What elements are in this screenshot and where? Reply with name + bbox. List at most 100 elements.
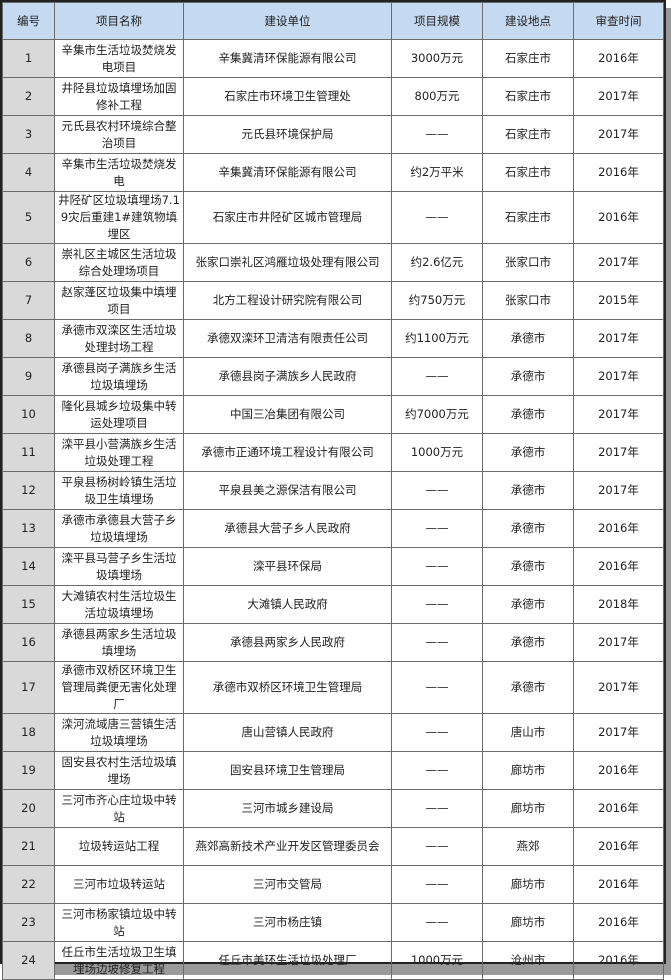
cell-builder: 元氏县环境保护局 — [183, 115, 392, 154]
cell-scale: —— — [391, 903, 483, 942]
cell-index: 16 — [2, 623, 55, 662]
cell-project-name: 承德市承德县大营子乡垃圾填埋场 — [54, 509, 184, 548]
table-header-row: 编号 项目名称 建设单位 项目规模 建设地点 审查时间 — [2, 2, 664, 40]
cell-builder: 燕郊高新技术产业开发区管理委员会 — [183, 827, 392, 866]
cell-scale: —— — [391, 509, 483, 548]
table-row: 3 元氏县农村环境综合整治项目 元氏县环境保护局 —— 石家庄市 2017年 — [2, 115, 664, 154]
cell-review-time: 2017年 — [573, 319, 664, 358]
cell-scale: 约750万元 — [391, 281, 483, 320]
cell-project-name: 井陉矿区垃圾填埋场7.19灾后重建1#建筑物填埋区 — [54, 191, 184, 244]
cell-review-time: 2016年 — [573, 941, 664, 980]
cell-review-time: 2017年 — [573, 77, 664, 116]
cell-index: 11 — [2, 433, 55, 472]
cell-index: 8 — [2, 319, 55, 358]
cell-index: 7 — [2, 281, 55, 320]
cell-scale: —— — [391, 357, 483, 396]
cell-builder: 中国三冶集团有限公司 — [183, 395, 392, 434]
cell-index: 20 — [2, 789, 55, 828]
table-row: 6 崇礼区主城区生活垃圾综合处理场项目 张家口崇礼区鸿雁垃圾处理有限公司 约2.6亿元… — [2, 243, 664, 282]
cell-location: 承德市 — [482, 319, 574, 358]
cell-review-time: 2016年 — [573, 789, 664, 828]
cell-builder: 三河市交管局 — [183, 865, 392, 904]
cell-index: 24 — [2, 941, 55, 980]
cell-scale: 1000万元 — [391, 433, 483, 472]
cell-index: 12 — [2, 471, 55, 510]
cell-index: 22 — [2, 865, 55, 904]
cell-scale: —— — [391, 623, 483, 662]
cell-builder: 辛集冀清环保能源有限公司 — [183, 39, 392, 78]
cell-scale: —— — [391, 585, 483, 624]
cell-review-time: 2016年 — [573, 191, 664, 244]
cell-scale: 800万元 — [391, 77, 483, 116]
cell-location: 承德市 — [482, 547, 574, 586]
cell-project-name: 赵家蓬区垃圾集中填埋项目 — [54, 281, 184, 320]
cell-builder: 张家口崇礼区鸿雁垃圾处理有限公司 — [183, 243, 392, 282]
cell-scale: —— — [391, 191, 483, 244]
header-project-name: 项目名称 — [54, 2, 184, 40]
cell-review-time: 2017年 — [573, 661, 664, 714]
cell-index: 14 — [2, 547, 55, 586]
header-review-time: 审查时间 — [573, 2, 664, 40]
cell-scale: 3000万元 — [391, 39, 483, 78]
cell-project-name: 滦河流域唐三营镇生活垃圾填埋场 — [54, 713, 184, 752]
header-index: 编号 — [2, 2, 55, 40]
cell-review-time: 2017年 — [573, 713, 664, 752]
cell-builder: 北方工程设计研究院有限公司 — [183, 281, 392, 320]
header-scale: 项目规模 — [391, 2, 483, 40]
cell-builder: 石家庄市井陉矿区城市管理局 — [183, 191, 392, 244]
cell-scale: —— — [391, 547, 483, 586]
cell-builder: 平泉县美之源保洁有限公司 — [183, 471, 392, 510]
cell-project-name: 辛集市生活垃圾焚烧发电 — [54, 153, 184, 192]
table-row: 7 赵家蓬区垃圾集中填埋项目 北方工程设计研究院有限公司 约750万元 张家口市 2015… — [2, 281, 664, 320]
cell-index: 5 — [2, 191, 55, 244]
table-row: 19 固安县农村生活垃圾填埋场 固安县环境卫生管理局 —— 廊坊市 2016年 — [2, 751, 664, 790]
cell-index: 17 — [2, 661, 55, 714]
cell-review-time: 2017年 — [573, 115, 664, 154]
cell-review-time: 2017年 — [573, 623, 664, 662]
cell-builder: 大滩镇人民政府 — [183, 585, 392, 624]
cell-location: 承德市 — [482, 585, 574, 624]
cell-project-name: 崇礼区主城区生活垃圾综合处理场项目 — [54, 243, 184, 282]
cell-builder: 任丘市美环生活垃圾处理厂 — [183, 941, 392, 980]
cell-builder: 承德县两家乡人民政府 — [183, 623, 392, 662]
cell-scale: —— — [391, 661, 483, 714]
cell-index: 18 — [2, 713, 55, 752]
cell-project-name: 垃圾转运站工程 — [54, 827, 184, 866]
table-row: 15 大滩镇农村生活垃圾生活垃圾填埋场 大滩镇人民政府 —— 承德市 2018年 — [2, 585, 664, 624]
table-row: 24 任丘市生活垃圾卫生填埋场边坡修复工程 任丘市美环生活垃圾处理厂 1000万元 沧州… — [2, 941, 664, 980]
table-row: 10 隆化县城乡垃圾集中转运处理项目 中国三冶集团有限公司 约7000万元 承德市 201… — [2, 395, 664, 434]
cell-review-time: 2016年 — [573, 751, 664, 790]
cell-project-name: 三河市杨家镇垃圾中转站 — [54, 903, 184, 942]
cell-project-name: 承德县两家乡生活垃圾填埋场 — [54, 623, 184, 662]
table-row: 4 辛集市生活垃圾焚烧发电 辛集冀清环保能源有限公司 约2万平米 石家庄市 2016年 — [2, 153, 664, 192]
cell-review-time: 2016年 — [573, 865, 664, 904]
table-row: 20 三河市齐心庄垃圾中转站 三河市城乡建设局 —— 廊坊市 2016年 — [2, 789, 664, 828]
cell-project-name: 滦平县小营满族乡生活垃圾处理工程 — [54, 433, 184, 472]
cell-location: 承德市 — [482, 509, 574, 548]
cell-review-time: 2017年 — [573, 471, 664, 510]
cell-builder: 三河市杨庄镇 — [183, 903, 392, 942]
cell-project-name: 隆化县城乡垃圾集中转运处理项目 — [54, 395, 184, 434]
cell-review-time: 2016年 — [573, 547, 664, 586]
table-row: 1 辛集市生活垃圾焚烧发电项目 辛集冀清环保能源有限公司 3000万元 石家庄市 2016… — [2, 39, 664, 78]
cell-builder: 承德市正通环境工程设计有限公司 — [183, 433, 392, 472]
cell-scale: 约1100万元 — [391, 319, 483, 358]
cell-review-time: 2016年 — [573, 39, 664, 78]
cell-project-name: 大滩镇农村生活垃圾生活垃圾填埋场 — [54, 585, 184, 624]
cell-scale: —— — [391, 865, 483, 904]
header-location: 建设地点 — [482, 2, 574, 40]
cell-location: 燕郊 — [482, 827, 574, 866]
cell-scale: —— — [391, 789, 483, 828]
cell-location: 石家庄市 — [482, 115, 574, 154]
table-row: 21 垃圾转运站工程 燕郊高新技术产业开发区管理委员会 —— 燕郊 2016年 — [2, 827, 664, 866]
cell-scale: —— — [391, 713, 483, 752]
cell-builder: 三河市城乡建设局 — [183, 789, 392, 828]
cell-builder: 承德县岗子满族乡人民政府 — [183, 357, 392, 396]
cell-location: 张家口市 — [482, 281, 574, 320]
cell-builder: 石家庄市环境卫生管理处 — [183, 77, 392, 116]
cell-location: 承德市 — [482, 661, 574, 714]
cell-location: 唐山市 — [482, 713, 574, 752]
cell-index: 3 — [2, 115, 55, 154]
cell-location: 承德市 — [482, 471, 574, 510]
